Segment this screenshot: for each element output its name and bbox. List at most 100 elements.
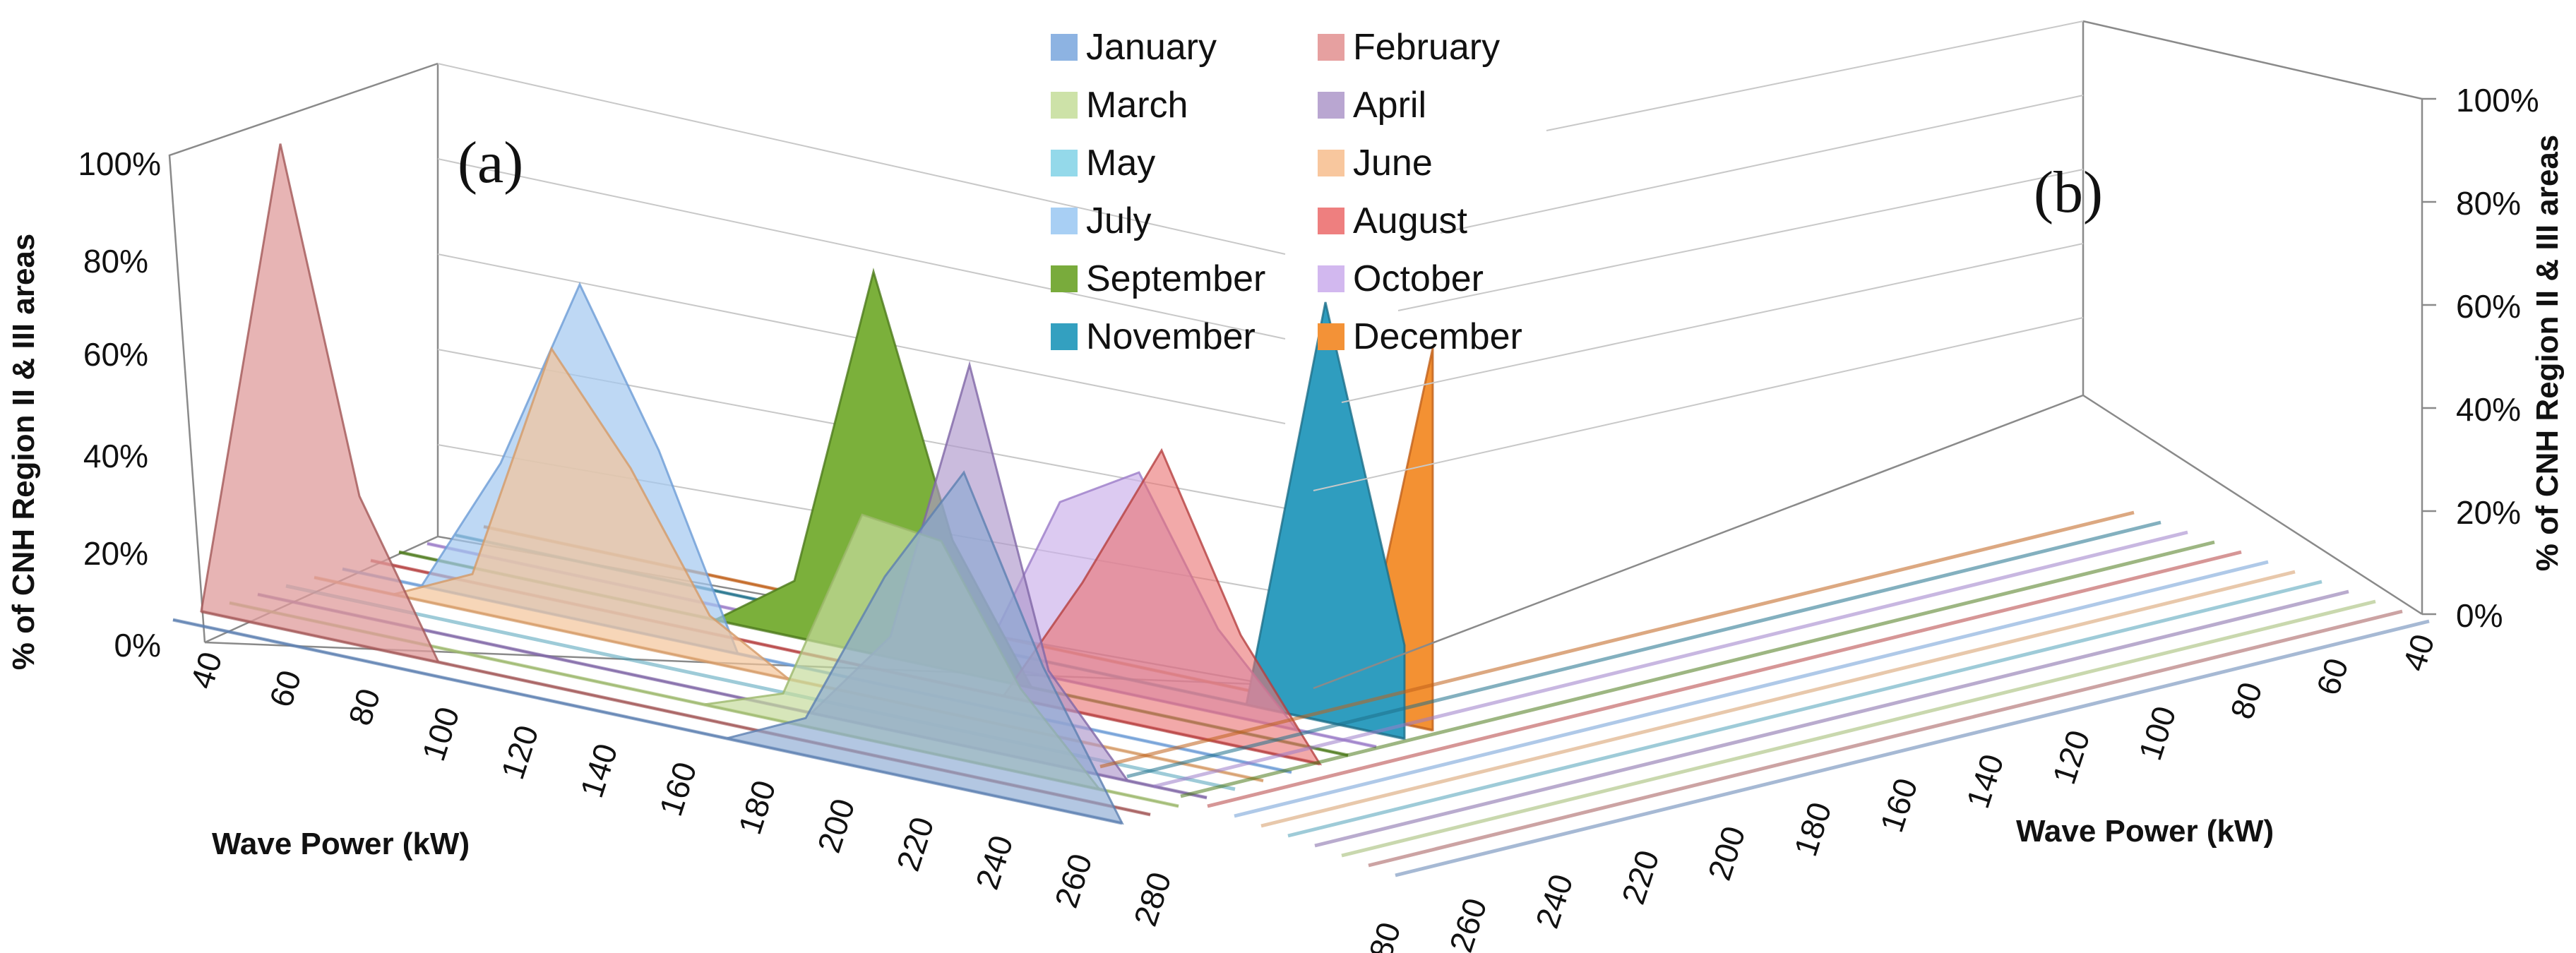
panel-b-xtick: 280 <box>1356 918 1407 953</box>
legend-label: February <box>1353 27 1500 68</box>
panel-b-ytick: 20% <box>2456 494 2521 531</box>
panel-b-floor-back-edge <box>1313 394 2423 690</box>
panel-a-ytick: 20% <box>83 535 148 572</box>
legend-label: June <box>1353 143 1433 184</box>
panel-b-series-baseline <box>1260 570 2296 828</box>
panel-b-grid-100 <box>1546 20 2084 131</box>
panel-b-xtick: 60 <box>2309 654 2355 700</box>
panel-a-ytick: 40% <box>83 438 148 474</box>
legend-label: August <box>1353 200 1467 241</box>
panel-b-back-wall-edge <box>2082 20 2423 614</box>
panel-a-xtick: 180 <box>731 776 782 839</box>
panel-b-xtick: 100 <box>2131 702 2183 765</box>
legend-item-september: September <box>1051 258 1265 299</box>
panel-b-chart: 100% 80% 60% 40% 20% 0% % of CNH Region … <box>1099 20 2565 953</box>
panel-a-grid-80 <box>437 158 1286 340</box>
legend-swatch <box>1318 34 1344 61</box>
panel-a-xtick: 120 <box>494 721 545 784</box>
panel-a-xtick: 60 <box>262 666 308 712</box>
legend-swatch <box>1318 150 1344 176</box>
legend-label: December <box>1353 316 1522 357</box>
panel-b-grid-60 <box>1397 169 2084 311</box>
legend-item-april: April <box>1318 85 1426 126</box>
panel-b-grid-80 <box>1440 95 2084 234</box>
legend-swatch <box>1051 208 1078 234</box>
panel-b-xtick: 260 <box>1442 894 1493 953</box>
panel-a-xtick: 260 <box>1047 849 1099 912</box>
panel-b-frame <box>1313 20 2436 690</box>
panel-b-x-axis-title: Wave Power (kW) <box>2016 814 2274 849</box>
panel-a-back-wall-edge <box>168 62 439 643</box>
legend-item-august: August <box>1318 200 1467 241</box>
panel-b-ytick: 100% <box>2456 82 2539 119</box>
legend-swatch <box>1318 265 1344 292</box>
panel-a-xtick: 200 <box>810 794 861 857</box>
panel-a-xtick: 160 <box>652 757 703 820</box>
panel-b-series-baseline <box>1287 580 2322 838</box>
panel-a-xtick: 220 <box>889 813 941 875</box>
panel-a-ytick: 80% <box>83 243 148 280</box>
panel-b-series-baseline <box>1234 560 2269 818</box>
panel-a-grid-100 <box>437 63 1286 255</box>
panel-b-ytick: 60% <box>2456 288 2521 325</box>
panel-a-series-layer <box>172 143 1434 825</box>
panel-a-ytick: 100% <box>78 145 161 182</box>
legend-item-december: December <box>1318 316 1522 357</box>
legend-item-may: May <box>1051 143 1155 184</box>
panel-b-series-baseline <box>1341 599 2376 858</box>
legend: January February March April May June Ju… <box>1051 27 1522 357</box>
panel-b-series-baseline <box>1395 619 2430 877</box>
legend-label: March <box>1086 85 1188 126</box>
panel-a-ytick: 0% <box>114 627 161 664</box>
panel-b-series-baseline <box>1180 540 2215 798</box>
panel-a-x-axis-title: Wave Power (kW) <box>212 827 470 861</box>
panel-a-tag: (a) <box>458 130 523 196</box>
legend-item-july: July <box>1051 200 1151 241</box>
panel-b-y-axis-title: % of CNH Region II & III areas <box>2530 135 2565 572</box>
panel-b-ytick: 0% <box>2456 597 2503 634</box>
panel-b-xtick: 180 <box>1787 798 1838 861</box>
panel-a-xtick: 280 <box>1126 868 1178 930</box>
legend-swatch <box>1051 92 1078 119</box>
legend-swatch <box>1051 150 1078 176</box>
panel-a-xtick: 80 <box>341 684 387 730</box>
panel-a-xtick: 40 <box>183 647 229 693</box>
panel-b-xtick: 240 <box>1528 870 1580 933</box>
panel-b-xtick: 120 <box>2045 726 2097 789</box>
panel-b-series-baseline <box>1099 510 2135 769</box>
panel-b-series-baseline <box>1368 609 2403 868</box>
panel-b-series-baseline <box>1126 520 2161 779</box>
panel-b-series-baseline <box>1314 589 2349 848</box>
panel-b-grid-20 <box>1313 317 2084 491</box>
panel-b-xtick: 140 <box>1959 750 2010 813</box>
legend-label: July <box>1086 200 1151 241</box>
legend-swatch <box>1318 208 1344 234</box>
panel-b-series-baseline <box>1153 530 2188 789</box>
legend-swatch <box>1318 92 1344 119</box>
panel-a-series-january-area <box>172 470 1124 825</box>
panel-a-xtick: 140 <box>573 739 624 802</box>
legend-swatch <box>1318 323 1344 350</box>
legend-label: November <box>1086 316 1256 357</box>
panel-b-series-baseline <box>1207 550 2242 808</box>
panel-b-grid-40 <box>1341 243 2084 403</box>
panel-b-xtick: 200 <box>1700 822 1752 885</box>
panel-a-xtick: 240 <box>968 831 1020 894</box>
panel-b-xtick: 160 <box>1873 774 1924 837</box>
legend-label: September <box>1086 258 1265 299</box>
panel-a-ytick: 60% <box>83 336 148 373</box>
panel-b-series-layer <box>1099 510 2430 877</box>
legend-swatch <box>1051 34 1078 61</box>
legend-item-february: February <box>1318 27 1500 68</box>
panel-b-x-ticks: 40 60 80 100 120 140 160 180 200 220 240 260 280 <box>1356 630 2441 953</box>
legend-label: October <box>1353 258 1484 299</box>
panel-b-ytick: 80% <box>2456 185 2521 222</box>
legend-item-march: March <box>1051 85 1188 126</box>
panel-a-chart: 100% 80% 60% 40% 20% 0% % of CNH Region … <box>6 62 1434 930</box>
panel-b-ytick: 40% <box>2456 391 2521 428</box>
panel-a-xtick: 100 <box>415 702 466 765</box>
panel-b-xtick: 220 <box>1614 846 1666 909</box>
legend-item-october: October <box>1318 258 1484 299</box>
legend-label: May <box>1086 143 1155 184</box>
